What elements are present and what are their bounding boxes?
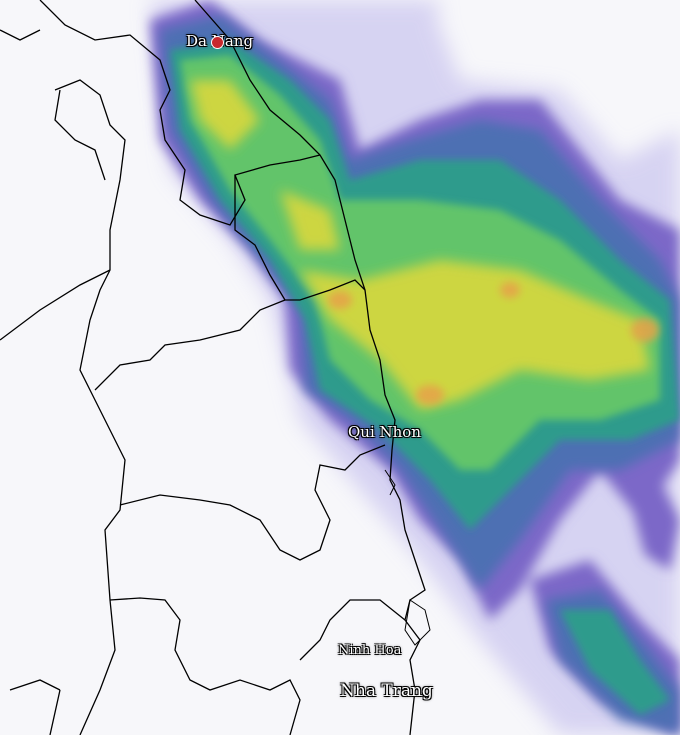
city-label-nha-trang: Nha Trang bbox=[340, 681, 433, 701]
radar-echo-layer bbox=[150, 0, 680, 735]
city-label-ninh-hoa: Ninh Hoa bbox=[338, 643, 402, 658]
islands bbox=[384, 469, 431, 646]
province-borders bbox=[0, 0, 426, 735]
coastline bbox=[194, 0, 426, 735]
city-marker-da-nang[interactable] bbox=[211, 36, 224, 49]
city-label-qui-nhon: Qui Nhon bbox=[348, 423, 422, 441]
